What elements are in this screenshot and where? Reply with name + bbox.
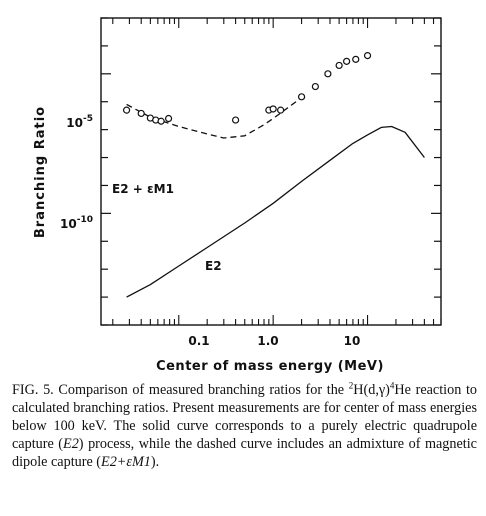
y-tick-exp-1e-5: -5 [83,114,93,124]
y-axis-label: Branching Ratio [33,106,48,238]
x-tick-label-10: 10 [344,334,361,348]
data-point [297,93,306,101]
series-line-e2-em1 [126,97,302,139]
data-point [164,114,173,123]
caption-reaction: H(d,γ) [353,382,390,398]
caption-text-3: ) process, while the dashed curve includ… [12,436,477,470]
branching-ratio-chart: Branching Ratio Center of mass energy (M… [33,17,442,374]
annotation-e2-em1: E2 + εM1 [112,182,174,196]
y-tick-exp-1e-10: -10 [77,215,93,225]
plot-frame [100,17,442,326]
data-point [352,55,360,63]
data-point [157,117,165,125]
x-axis-label: Center of mass energy (MeV) [156,359,384,374]
y-tick-label-1e-10: 10-10 [60,215,93,231]
data-point [311,82,319,91]
data-point [137,109,145,118]
data-point [122,106,131,114]
caption-e2: E2 [63,436,79,452]
figure-caption: FIG. 5. Comparison of measured branching… [12,381,477,471]
data-point [335,61,343,70]
caption-text-4: ). [150,454,160,470]
caption-sup-2: 4 [389,380,395,391]
caption-text-2: He reaction to calculated branching rati… [12,382,477,452]
data-point [324,70,332,78]
y-tick-base-1e-5: 10 [66,116,83,130]
data-point [363,51,372,60]
annotation-e2: E2 [205,259,222,273]
marker-layer [122,51,372,125]
data-point [343,57,351,65]
data-point [277,106,285,114]
caption-text-1: Comparison of measured branching ratios … [53,382,349,398]
y-tick-base-1e-10: 10 [60,217,77,231]
y-axis-ticks [101,17,441,326]
series-line-e2 [126,125,425,298]
x-tick-label-0.1: 0.1 [188,334,209,348]
caption-sup-1: 2 [348,380,354,391]
series-layer [126,97,425,298]
y-tick-label-1e-5: 10-5 [66,114,93,130]
caption-e2m1: E2+εM1 [101,454,151,470]
caption-paragraph: FIG. 5. Comparison of measured branching… [12,381,477,471]
data-point [231,116,240,124]
caption-lead: FIG. 5. [12,382,54,398]
x-tick-label-1.0: 1.0 [257,334,278,348]
x-axis-ticks [112,18,442,325]
data-point [269,105,277,113]
